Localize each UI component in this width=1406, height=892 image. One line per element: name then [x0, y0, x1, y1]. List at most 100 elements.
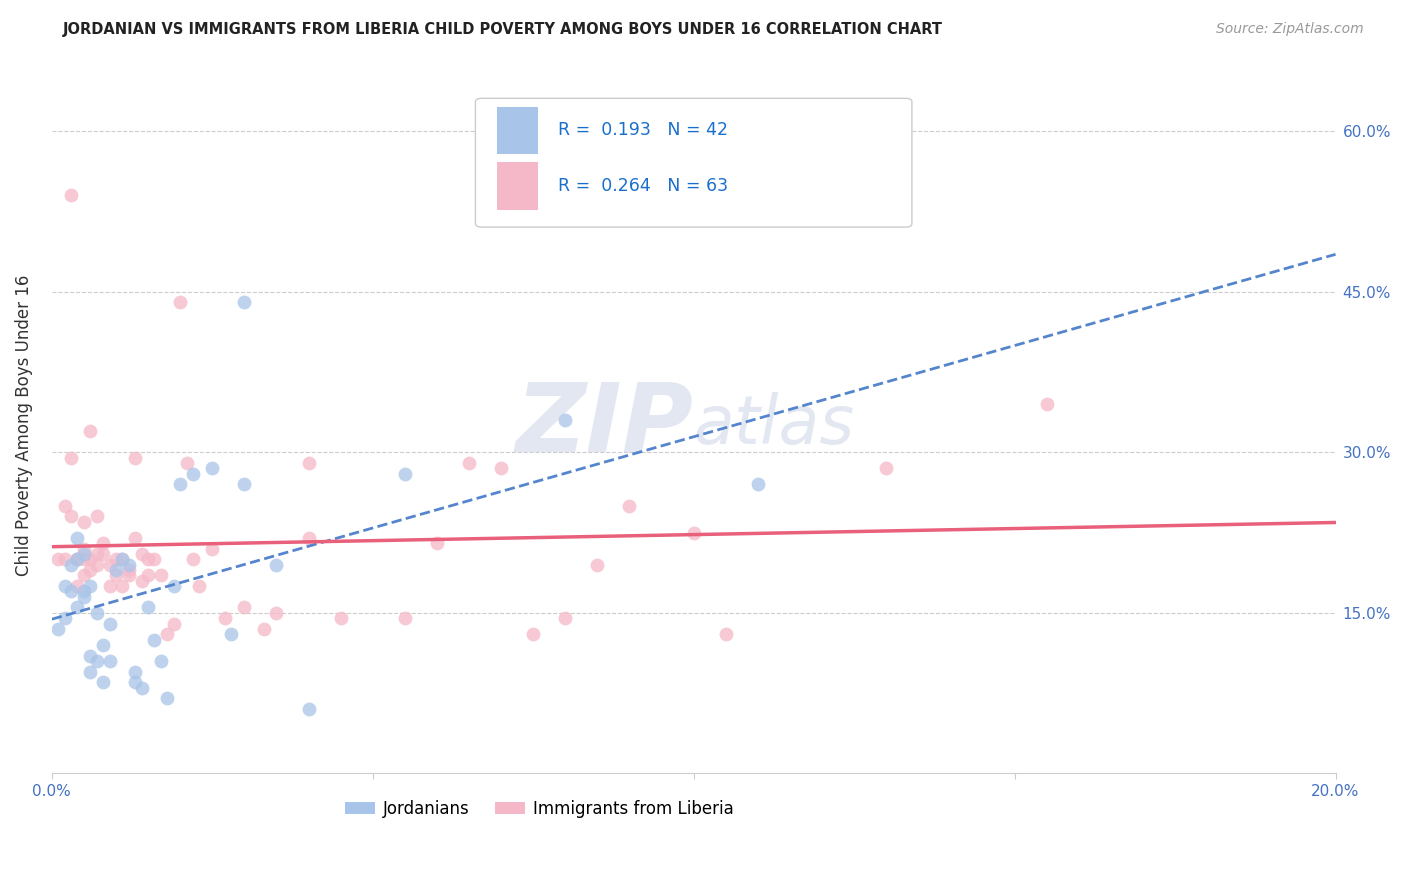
Point — [181, 467, 204, 481]
Point — [394, 611, 416, 625]
Point — [86, 558, 108, 572]
Point — [619, 499, 641, 513]
Point — [136, 568, 159, 582]
Point — [214, 611, 236, 625]
Point — [86, 509, 108, 524]
Point — [79, 665, 101, 679]
Point — [60, 584, 83, 599]
Point — [682, 525, 704, 540]
Point — [143, 552, 166, 566]
Point — [73, 584, 96, 599]
Point — [586, 558, 609, 572]
Point — [329, 611, 352, 625]
Point — [46, 622, 69, 636]
Point — [104, 563, 127, 577]
Point — [156, 627, 179, 641]
Point — [118, 558, 141, 572]
Legend: Jordanians, Immigrants from Liberia: Jordanians, Immigrants from Liberia — [339, 793, 741, 824]
Point — [233, 477, 256, 491]
Point — [86, 654, 108, 668]
Point — [163, 616, 186, 631]
Point — [86, 547, 108, 561]
Point — [181, 552, 204, 566]
Point — [266, 606, 288, 620]
Point — [98, 558, 121, 572]
Point — [522, 627, 544, 641]
Text: JORDANIAN VS IMMIGRANTS FROM LIBERIA CHILD POVERTY AMONG BOYS UNDER 16 CORRELATI: JORDANIAN VS IMMIGRANTS FROM LIBERIA CHI… — [63, 22, 943, 37]
Point — [136, 552, 159, 566]
Point — [79, 552, 101, 566]
Point — [201, 461, 224, 475]
Point — [73, 590, 96, 604]
Point — [66, 552, 89, 566]
Point — [124, 665, 146, 679]
Point — [53, 611, 76, 625]
Point — [118, 568, 141, 582]
Text: atlas: atlas — [693, 392, 855, 458]
Point — [73, 541, 96, 556]
Point — [104, 552, 127, 566]
Point — [747, 477, 769, 491]
Point — [163, 579, 186, 593]
Point — [136, 600, 159, 615]
Point — [86, 606, 108, 620]
FancyBboxPatch shape — [498, 162, 538, 210]
Point — [98, 616, 121, 631]
Point — [489, 461, 512, 475]
Point — [111, 552, 134, 566]
Point — [169, 295, 191, 310]
Point — [60, 188, 83, 202]
Point — [201, 541, 224, 556]
Point — [143, 632, 166, 647]
Point — [131, 547, 153, 561]
Point — [79, 648, 101, 663]
Point — [111, 579, 134, 593]
Point — [394, 467, 416, 481]
Point — [98, 654, 121, 668]
Point — [73, 568, 96, 582]
Point — [458, 456, 481, 470]
Point — [875, 461, 897, 475]
Point — [91, 638, 114, 652]
Point — [66, 579, 89, 593]
Point — [73, 515, 96, 529]
Point — [297, 456, 319, 470]
Point — [176, 456, 198, 470]
Point — [53, 499, 76, 513]
Point — [66, 552, 89, 566]
Point — [73, 552, 96, 566]
Point — [66, 600, 89, 615]
Point — [53, 552, 76, 566]
Text: Source: ZipAtlas.com: Source: ZipAtlas.com — [1216, 22, 1364, 37]
Point — [53, 579, 76, 593]
Point — [169, 477, 191, 491]
Point — [714, 627, 737, 641]
Point — [297, 531, 319, 545]
Point — [60, 558, 83, 572]
Y-axis label: Child Poverty Among Boys Under 16: Child Poverty Among Boys Under 16 — [15, 275, 32, 576]
FancyBboxPatch shape — [498, 107, 538, 154]
Point — [79, 424, 101, 438]
Point — [111, 552, 134, 566]
Text: R =  0.264   N = 63: R = 0.264 N = 63 — [558, 177, 728, 195]
Point — [221, 627, 243, 641]
Point — [98, 579, 121, 593]
Point — [91, 536, 114, 550]
Point — [233, 295, 256, 310]
Point — [104, 568, 127, 582]
Point — [233, 600, 256, 615]
Point — [554, 611, 576, 625]
Point — [266, 558, 288, 572]
Point — [60, 450, 83, 465]
Point — [124, 675, 146, 690]
FancyBboxPatch shape — [475, 98, 912, 227]
Point — [60, 509, 83, 524]
Point — [426, 536, 449, 550]
Point — [149, 654, 172, 668]
Point — [73, 547, 96, 561]
Point — [554, 413, 576, 427]
Point — [91, 675, 114, 690]
Point — [188, 579, 211, 593]
Point — [79, 563, 101, 577]
Text: R =  0.193   N = 42: R = 0.193 N = 42 — [558, 121, 727, 139]
